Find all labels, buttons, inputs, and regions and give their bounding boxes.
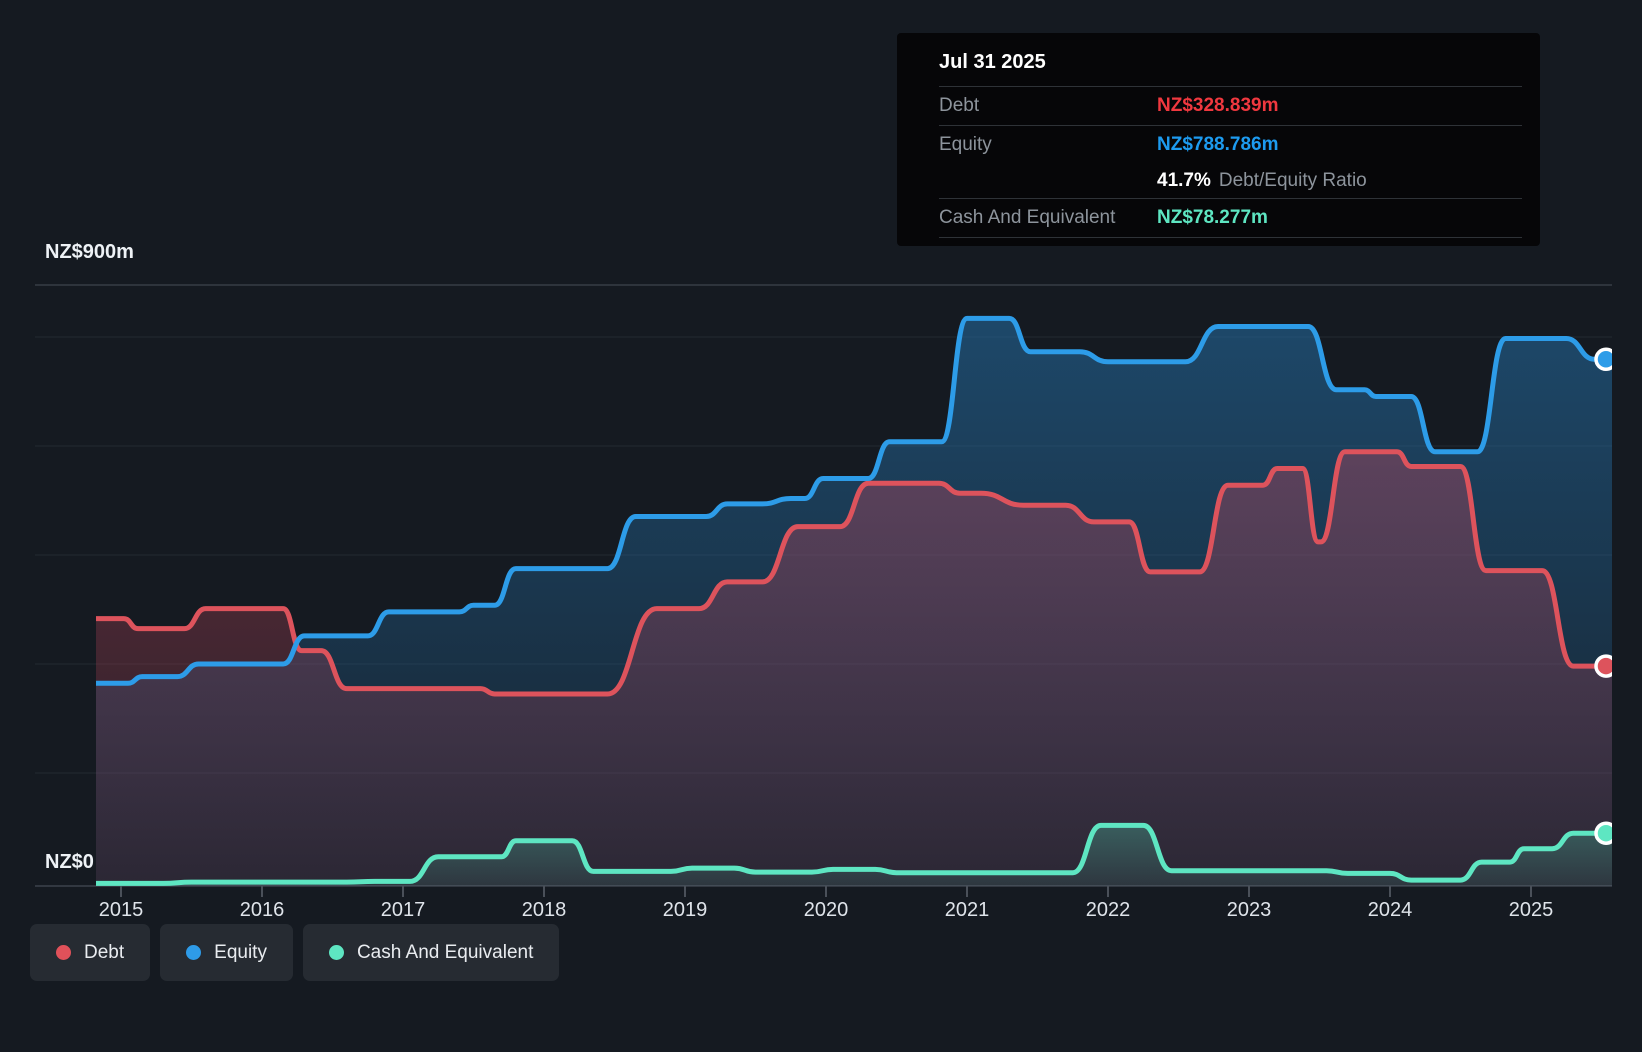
- tooltip-row-equity: Equity NZ$788.786m: [939, 125, 1522, 164]
- legend-equity-label: Equity: [214, 941, 267, 963]
- equity-dot-icon: [186, 945, 202, 960]
- debt-area: [96, 451, 1612, 886]
- tooltip-ratio-value: 41.7%: [1157, 170, 1211, 191]
- debt-endpoint-marker: [1594, 654, 1612, 678]
- cash-dot-icon: [328, 945, 344, 960]
- x-tick-label-2016: 2016: [240, 899, 285, 921]
- y-axis-label-0: NZ$0: [45, 851, 94, 873]
- debt-dot-icon: [56, 945, 71, 960]
- right-margin: [1612, 0, 1642, 1052]
- equity-line: [96, 315, 1612, 686]
- chart-tooltip: Jul 31 2025 Debt NZ$328.839m Equity NZ$7…: [897, 33, 1540, 246]
- x-tick-label-2021: 2021: [945, 899, 990, 921]
- x-tick-label-2017: 2017: [381, 899, 426, 921]
- x-tick-label-2025: 2025: [1509, 899, 1554, 921]
- x-tick-label-2020: 2020: [804, 899, 849, 921]
- tooltip-ratio-label: Debt/Equity Ratio: [1218, 170, 1367, 191]
- tooltip-cash-value: NZ$78.277m: [1157, 207, 1268, 228]
- debt-line: [96, 449, 1612, 697]
- x-axis: 2015 2016 2017 2018 2019 2020 2021 2022 2023 2024…: [99, 886, 1554, 921]
- tooltip-row-ratio: 41.7% Debt/Equity Ratio: [939, 164, 1522, 198]
- equity-endpoint-marker: [1594, 347, 1612, 372]
- plot-area[interactable]: [96, 315, 1616, 886]
- tooltip-row-debt: Debt NZ$328.839m: [939, 86, 1522, 125]
- tooltip-equity-value: NZ$788.786m: [1157, 134, 1279, 155]
- x-tick-label-2018: 2018: [522, 899, 567, 921]
- cash-endpoint-marker: [1594, 821, 1612, 845]
- x-tick-label-2023: 2023: [1227, 899, 1272, 921]
- tooltip-row-cash: Cash And Equivalent NZ$78.277m: [939, 198, 1522, 238]
- legend-item-equity[interactable]: Equity: [160, 924, 293, 981]
- x-tick-label-2015: 2015: [99, 899, 144, 921]
- tooltip-cash-label: Cash And Equivalent: [939, 207, 1116, 228]
- cash-line: [96, 822, 1612, 886]
- tooltip-debt-label: Debt: [939, 95, 980, 116]
- legend-item-cash[interactable]: Cash And Equivalent: [302, 924, 560, 981]
- x-tick-label-2022: 2022: [1086, 899, 1131, 921]
- legend-item-debt[interactable]: Debt: [30, 924, 151, 981]
- legend-cash-label: Cash And Equivalent: [356, 941, 534, 963]
- tooltip-debt-value: NZ$328.839m: [1157, 95, 1279, 116]
- x-tick-label-2019: 2019: [663, 899, 708, 921]
- legend-debt-label: Debt: [84, 941, 125, 963]
- chart-legend: Debt Equity Cash And Equivalent: [30, 924, 560, 981]
- tooltip-date: Jul 31 2025: [939, 51, 1046, 73]
- tooltip-equity-label: Equity: [939, 134, 992, 155]
- y-axis-label-900m: NZ$900m: [45, 241, 134, 263]
- x-tick-label-2024: 2024: [1368, 899, 1413, 921]
